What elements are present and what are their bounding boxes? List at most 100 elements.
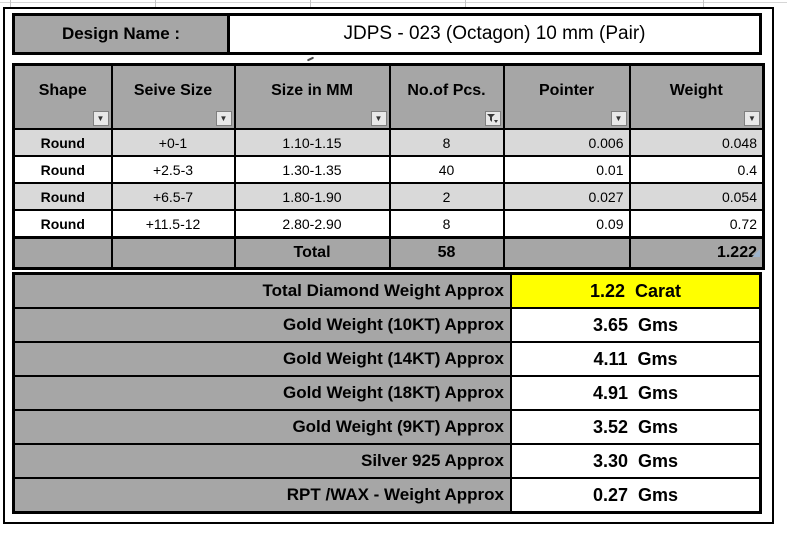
col-header-label: Weight [669, 82, 723, 99]
cell-empty[interactable] [12, 236, 113, 270]
cell-size-mm[interactable]: 2.80-2.90 [233, 209, 391, 239]
col-header-shape[interactable]: Shape ▼ [12, 63, 113, 130]
summary-row: Total Diamond Weight Approx 1.22 Carat [12, 272, 762, 309]
stones-table: Shape ▼ Seive Size ▼ Size in MM ▼ No.of … [12, 63, 765, 270]
cell-weight[interactable]: 0.054 [628, 182, 765, 211]
stray-mark [306, 56, 315, 62]
summary-value[interactable]: 3.30 Gms [510, 443, 762, 479]
summary-value-highlighted[interactable]: 1.22 Carat [510, 272, 762, 309]
filter-dropdown-button[interactable]: ▼ [744, 111, 760, 126]
cell-empty[interactable] [502, 236, 631, 270]
summary-unit: Gms [637, 348, 678, 369]
col-header-label: Shape [38, 82, 87, 99]
cell-pieces[interactable]: 8 [388, 209, 505, 239]
summary-unit: Gms [638, 416, 679, 437]
cell-pieces[interactable]: 8 [388, 128, 505, 157]
cell-shape[interactable]: Round [12, 128, 113, 157]
cell-empty[interactable] [110, 236, 236, 270]
chevron-down-icon: ▼ [748, 113, 756, 123]
summary-value[interactable]: 3.65 Gms [510, 307, 762, 343]
cell-seive-size[interactable]: +2.5-3 [110, 155, 236, 184]
col-header-label: No.of Pcs. [407, 82, 486, 99]
summary-number: 4.91 [592, 382, 628, 403]
cell-shape[interactable]: Round [12, 155, 113, 184]
cell-size-mm[interactable]: 1.80-1.90 [233, 182, 391, 211]
summary-row: Gold Weight (9KT) Approx 3.52 Gms [12, 409, 762, 445]
summary-table: Total Diamond Weight Approx 1.22 Carat Go… [12, 272, 762, 514]
total-pieces[interactable]: 58 [388, 236, 505, 270]
summary-label[interactable]: Gold Weight (10KT) Approx [12, 307, 512, 343]
summary-label[interactable]: RPT /WAX - Weight Approx [12, 477, 512, 514]
col-header-seive-size[interactable]: Seive Size ▼ [110, 63, 236, 130]
summary-unit: Gms [638, 382, 679, 403]
col-header-weight[interactable]: Weight ▼ [628, 63, 765, 130]
table-row: Round +2.5-3 1.30-1.35 40 0.01 0.4 [12, 155, 765, 184]
col-header-label: Pointer [538, 82, 595, 99]
gridline [10, 0, 11, 7]
summary-label[interactable]: Silver 925 Approx [12, 443, 512, 479]
design-name-label: Design Name : [15, 16, 230, 52]
summary-number: 3.52 [592, 416, 628, 437]
summary-number: 1.22 [589, 280, 625, 301]
summary-number: 0.27 [592, 484, 628, 505]
filter-dropdown-button[interactable]: ▼ [370, 111, 387, 126]
chevron-down-icon: ▼ [374, 113, 383, 123]
cell-size-mm[interactable]: 1.10-1.15 [233, 128, 391, 157]
col-header-pointer[interactable]: Pointer ▼ [502, 63, 631, 130]
filter-dropdown-button[interactable] [484, 111, 501, 126]
design-name-value[interactable]: JDPS - 023 (Octagon) 10 mm (Pair) [230, 16, 759, 52]
cell-seive-size[interactable]: +11.5-12 [110, 209, 236, 239]
summary-label[interactable]: Gold Weight (9KT) Approx [12, 409, 512, 445]
summary-unit: Gms [638, 314, 679, 335]
total-weight[interactable]: 1.222 [628, 236, 765, 270]
summary-label[interactable]: Total Diamond Weight Approx [12, 272, 512, 309]
table-row: Round +11.5-12 2.80-2.90 8 0.09 0.72 [12, 209, 765, 239]
summary-unit: Gms [638, 484, 679, 505]
cell-pointer[interactable]: 0.09 [502, 209, 631, 239]
col-header-no-of-pcs[interactable]: No.of Pcs. [388, 63, 505, 130]
gridline [465, 0, 466, 7]
cell-pointer[interactable]: 0.027 [502, 182, 631, 211]
cell-pointer[interactable]: 0.006 [502, 128, 631, 157]
filter-dropdown-button[interactable]: ▼ [610, 111, 627, 126]
cell-seive-size[interactable]: +0-1 [110, 128, 236, 157]
summary-value[interactable]: 4.91 Gms [510, 375, 762, 411]
table-row: Round +0-1 1.10-1.15 8 0.006 0.048 [12, 128, 765, 157]
filter-dropdown-button[interactable]: ▼ [92, 111, 109, 126]
summary-unit: Gms [638, 450, 679, 471]
cell-weight[interactable]: 0.72 [628, 209, 765, 239]
gridline [155, 0, 156, 7]
filter-dropdown-button[interactable]: ▼ [215, 111, 232, 126]
summary-value[interactable]: 0.27 Gms [510, 477, 762, 514]
table-resize-handle[interactable] [752, 249, 760, 257]
summary-number: 3.65 [592, 314, 628, 335]
col-header-label: Size in MM [271, 82, 353, 99]
gridline [703, 0, 704, 7]
cell-pointer[interactable]: 0.01 [502, 155, 631, 184]
summary-value[interactable]: 3.52 Gms [510, 409, 762, 445]
summary-label[interactable]: Gold Weight (18KT) Approx [12, 375, 512, 411]
cell-seive-size[interactable]: +6.5-7 [110, 182, 236, 211]
cell-size-mm[interactable]: 1.30-1.35 [233, 155, 391, 184]
cell-shape[interactable]: Round [12, 182, 113, 211]
summary-row: Gold Weight (14KT) Approx 4.11 Gms [12, 341, 762, 377]
col-header-label: Seive Size [133, 82, 213, 99]
table-row: Round +6.5-7 1.80-1.90 2 0.027 0.054 [12, 182, 765, 211]
cell-pieces[interactable]: 2 [388, 182, 505, 211]
cell-weight[interactable]: 0.4 [628, 155, 765, 184]
cell-shape[interactable]: Round [12, 209, 113, 239]
summary-number: 3.30 [592, 450, 628, 471]
cell-pieces[interactable]: 40 [388, 155, 505, 184]
sheet-border-box: Design Name : JDPS - 023 (Octagon) 10 mm… [3, 7, 774, 524]
total-label[interactable]: Total [233, 236, 391, 270]
summary-label[interactable]: Gold Weight (14KT) Approx [12, 341, 512, 377]
design-name-row: Design Name : JDPS - 023 (Octagon) 10 mm… [12, 13, 762, 55]
col-header-size-in-mm[interactable]: Size in MM ▼ [233, 63, 391, 130]
summary-value[interactable]: 4.11 Gms [510, 341, 762, 377]
chevron-down-icon: ▼ [219, 113, 228, 123]
stones-header-row: Shape ▼ Seive Size ▼ Size in MM ▼ No.of … [12, 63, 765, 130]
cell-weight[interactable]: 0.048 [628, 128, 765, 157]
chevron-down-icon: ▼ [614, 113, 623, 123]
summary-row: Gold Weight (18KT) Approx 4.91 Gms [12, 375, 762, 411]
summary-row: Silver 925 Approx 3.30 Gms [12, 443, 762, 479]
